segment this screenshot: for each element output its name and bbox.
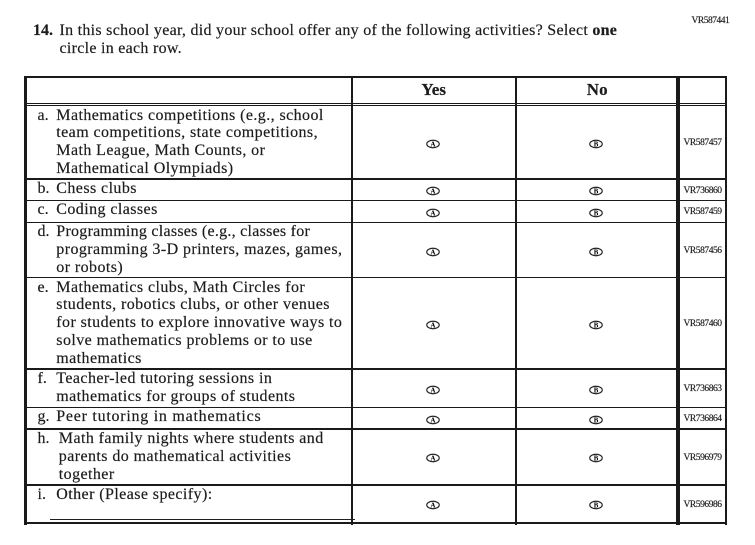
svg-text:A: A	[431, 249, 436, 256]
svg-text:B: B	[594, 141, 599, 148]
svg-text:B: B	[594, 417, 599, 424]
svg-text:B: B	[594, 456, 599, 463]
svg-text:A: A	[431, 387, 436, 394]
svg-text:B: B	[594, 387, 599, 394]
svg-text:A: A	[431, 141, 436, 148]
svg-text:B: B	[594, 188, 599, 195]
svg-text:A: A	[431, 503, 436, 510]
svg-text:A: A	[431, 210, 436, 217]
svg-text:B: B	[594, 322, 599, 329]
svg-text:A: A	[431, 417, 436, 424]
svg-text:B: B	[594, 249, 599, 256]
svg-text:A: A	[431, 322, 436, 329]
svg-text:A: A	[431, 188, 436, 195]
svg-text:B: B	[594, 210, 599, 217]
svg-text:B: B	[594, 503, 599, 510]
svg-text:A: A	[431, 456, 436, 463]
